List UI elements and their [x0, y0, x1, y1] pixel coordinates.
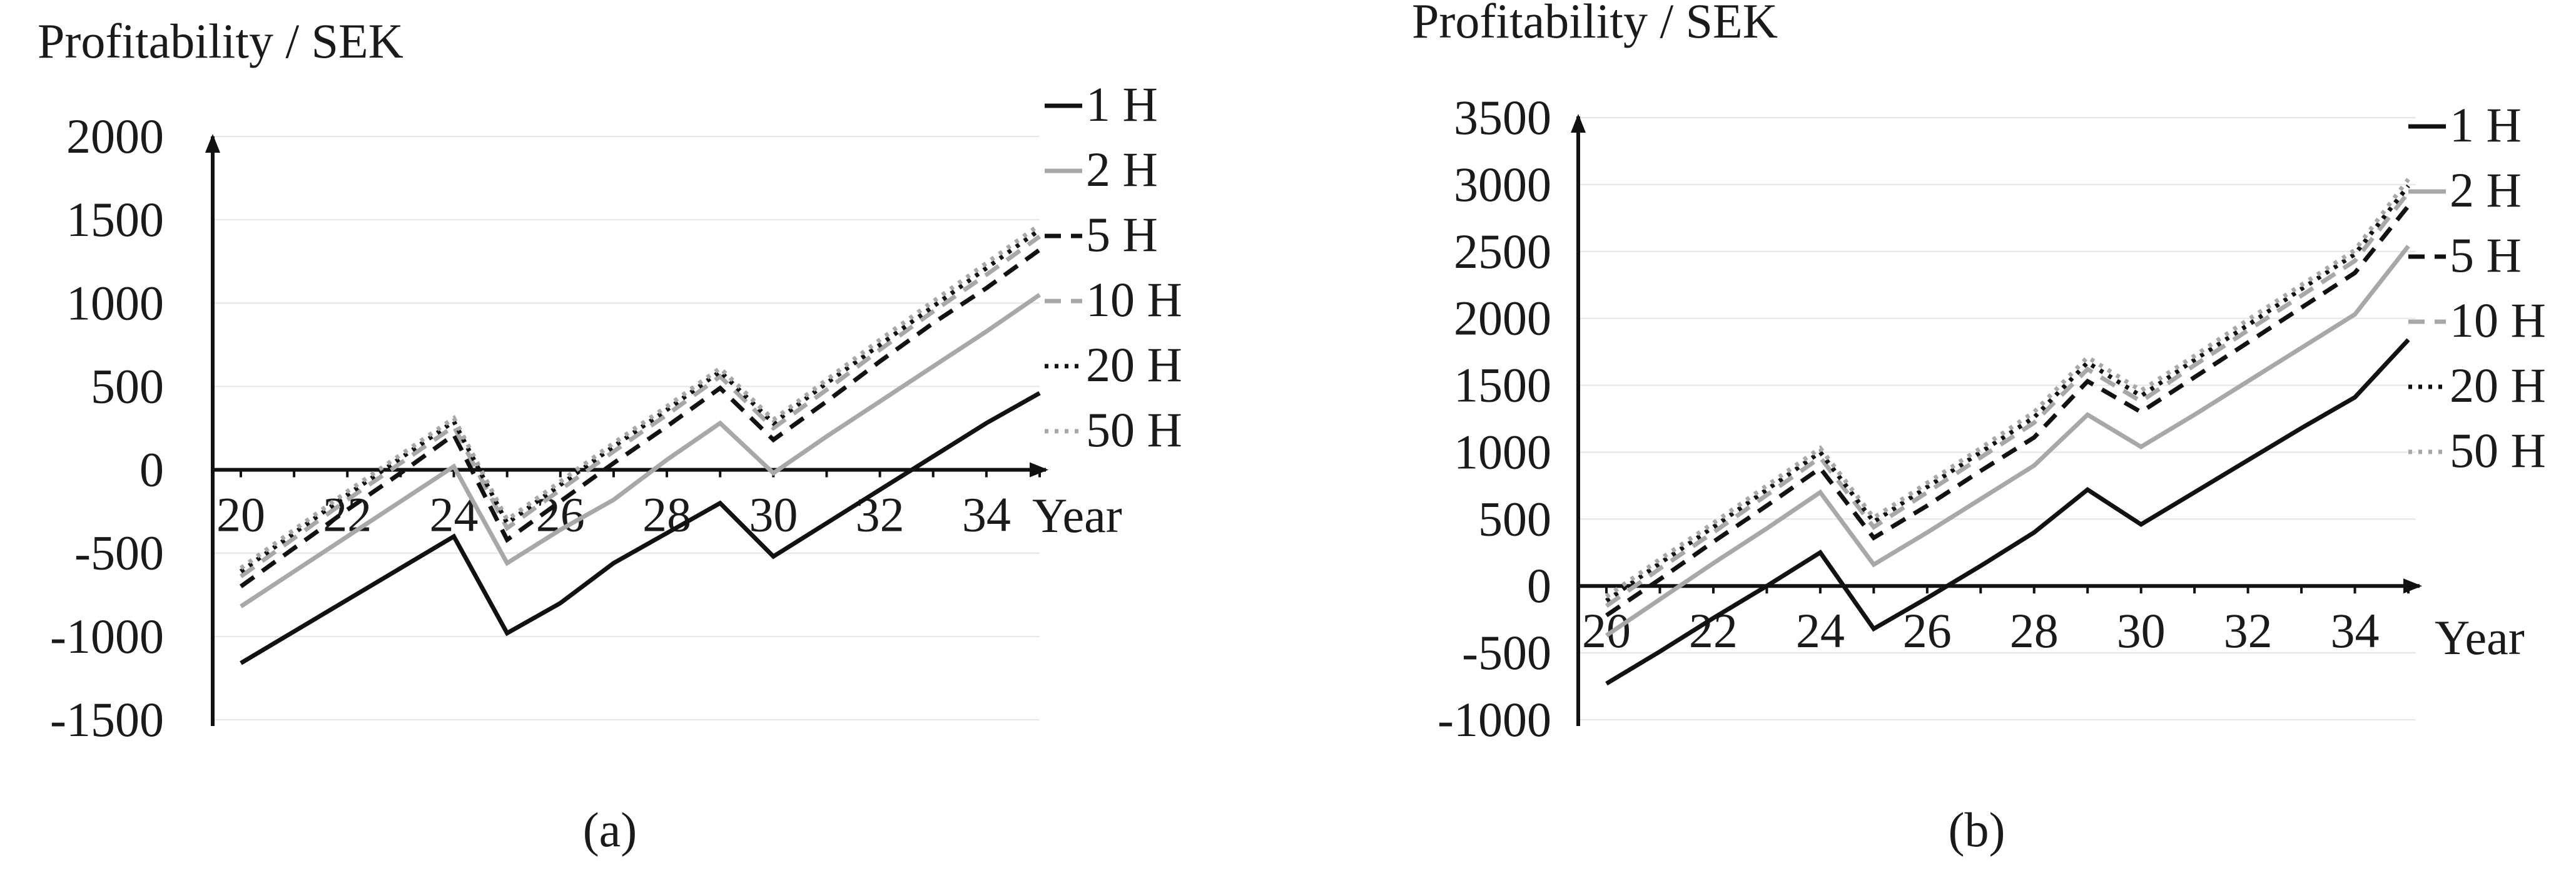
- x-tick-label: 20: [1582, 603, 1631, 658]
- x-tick-label: 24: [1796, 603, 1845, 658]
- legend-label: 1 H: [1086, 77, 1158, 131]
- x-tick-label: 34: [962, 488, 1011, 542]
- y-tick-label: 3000: [1454, 157, 1551, 212]
- y-tick-label: 2000: [66, 109, 164, 163]
- legend-label: 2 H: [2450, 163, 2522, 217]
- x-axis-arrow-icon: [2403, 578, 2422, 594]
- x-tick-label: 20: [216, 488, 265, 542]
- y-tick-label: 0: [1527, 558, 1551, 613]
- y-tick-label: -1500: [50, 692, 164, 747]
- y-axis-arrow-icon: [205, 134, 220, 153]
- y-tick-label: 1000: [1454, 424, 1551, 479]
- series-line: [240, 293, 1041, 608]
- y-tick-label: -500: [74, 526, 164, 580]
- y-tick-label: 2000: [1454, 291, 1551, 345]
- series-line: [1605, 338, 2410, 686]
- y-tick-label: -1000: [1438, 692, 1551, 747]
- y-axis-arrow-icon: [1571, 114, 1586, 133]
- y-tick-label: 500: [91, 359, 164, 413]
- series-line: [1605, 245, 2410, 638]
- legend-label: 10 H: [2450, 293, 2546, 347]
- legend: 1 H 2 H 5 H 10 H 20 H 50 H: [2408, 98, 2546, 478]
- series-line: [239, 228, 1042, 573]
- series-line: [1605, 191, 2410, 608]
- chart-panel-b: -1000 -500 0 500 1000 1500 2000 2500 3000 3500 20 2…: [1412, 0, 2546, 857]
- x-tick-label: 30: [2117, 603, 2166, 658]
- legend: 1 H 2 H 5 H 10 H 20 H 50 H: [1045, 77, 1182, 457]
- y-axis-label: Profitability / SEK: [38, 14, 403, 68]
- legend-label: 1 H: [2450, 98, 2522, 152]
- legend-label: 10 H: [1086, 272, 1182, 327]
- y-tick-label: 3500: [1454, 90, 1551, 145]
- series-line: [1605, 204, 2410, 618]
- legend-label: 20 H: [1086, 337, 1182, 392]
- y-tick-label: 2500: [1454, 224, 1551, 279]
- y-tick-label: 1000: [66, 275, 164, 330]
- legend-label: 50 H: [2450, 423, 2546, 478]
- x-tick-label: 26: [1903, 603, 1952, 658]
- gridlines: [1578, 117, 2416, 720]
- y-tick-label: 500: [1478, 491, 1551, 546]
- y-axis-label: Profitability / SEK: [1412, 0, 1778, 48]
- y-tick-label: -500: [1462, 625, 1551, 680]
- y-tick-label: 0: [139, 443, 164, 497]
- series-line: [239, 223, 1042, 570]
- legend-label: 2 H: [1086, 142, 1158, 197]
- series-line: [240, 391, 1041, 665]
- panel-label: (b): [1949, 802, 2006, 857]
- series-line: [239, 234, 1042, 578]
- x-tick-label: 32: [856, 488, 905, 542]
- series-line: [1605, 178, 2410, 599]
- series-line: [239, 248, 1042, 588]
- x-axis-label: Year: [1032, 488, 1122, 543]
- legend-label: 20 H: [2450, 358, 2546, 412]
- series-line: [1605, 184, 2410, 603]
- panel-label: (a): [583, 802, 637, 857]
- y-tick-label: 1500: [66, 192, 164, 247]
- y-tick-label: -1000: [50, 609, 164, 663]
- x-tick-label: 30: [749, 488, 798, 542]
- legend-label: 5 H: [2450, 228, 2522, 282]
- legend-label: 5 H: [1086, 207, 1158, 262]
- x-tick-label: 28: [2010, 603, 2059, 658]
- gridlines: [213, 136, 1040, 720]
- x-tick-label: 34: [2331, 603, 2380, 658]
- x-tick-label: 32: [2224, 603, 2273, 658]
- legend-label: 50 H: [1086, 402, 1182, 457]
- x-axis-label: Year: [2435, 610, 2525, 665]
- y-tick-label: 1500: [1454, 358, 1551, 412]
